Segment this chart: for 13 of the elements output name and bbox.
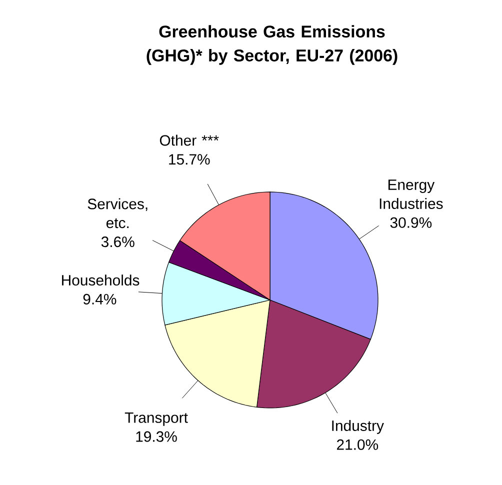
- slice-label: Industry: [332, 420, 384, 434]
- data-label: 30.9%: [390, 217, 432, 228]
- data-label: 15.7%: [169, 154, 210, 165]
- slice-label: Energy Industries: [380, 180, 443, 209]
- slice-label: Other ***: [160, 134, 219, 146]
- slice-label: Services, etc.: [88, 198, 148, 228]
- chart-title: Greenhouse Gas Emissions (GHG)* by Sector, EU-27 (2006): [146, 25, 398, 65]
- data-label: 3.6%: [101, 236, 134, 248]
- data-label: 21.0%: [336, 439, 378, 450]
- slice-label: Transport: [124, 412, 188, 426]
- slice-label: Households: [62, 274, 140, 286]
- data-label: 19.3%: [136, 431, 177, 442]
- data-label: 9.4%: [83, 294, 116, 304]
